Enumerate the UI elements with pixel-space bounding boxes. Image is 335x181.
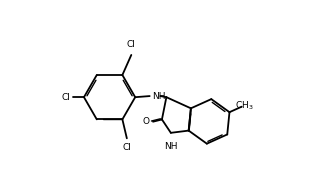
Text: O: O xyxy=(142,117,149,126)
Text: CH$_3$: CH$_3$ xyxy=(236,99,254,111)
Text: NH: NH xyxy=(152,92,165,101)
Text: Cl: Cl xyxy=(127,40,136,49)
Text: Cl: Cl xyxy=(62,93,71,102)
Text: NH: NH xyxy=(164,142,178,151)
Text: Cl: Cl xyxy=(122,143,131,152)
